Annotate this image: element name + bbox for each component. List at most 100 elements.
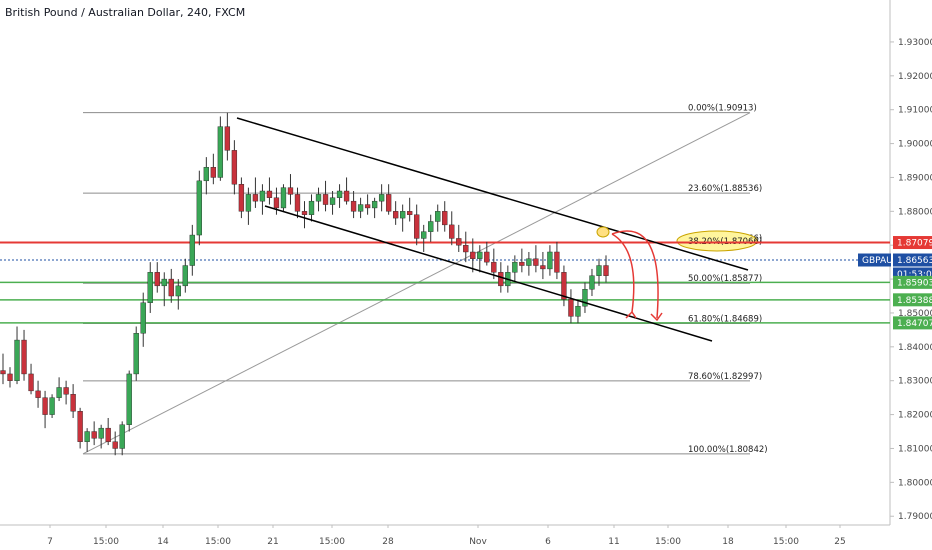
candle [224, 112, 231, 161]
candle [133, 326, 139, 381]
candle [77, 407, 83, 449]
candle-body-up [245, 194, 252, 212]
candle-body-down [484, 251, 490, 263]
projection-arrow-1[interactable] [611, 233, 635, 313]
candle [596, 258, 602, 286]
candle-body-up [435, 211, 441, 222]
price-tick-label: 1.88000 [898, 207, 932, 217]
projection-arrow-2[interactable] [611, 230, 659, 319]
candle [414, 204, 420, 246]
candle [196, 170, 202, 246]
candle [477, 245, 483, 273]
candle-body-down [224, 126, 231, 151]
candle-body-up [203, 167, 209, 182]
candle [491, 248, 497, 280]
candle [400, 204, 406, 232]
candle-body-down [463, 245, 469, 253]
candle [63, 380, 69, 405]
candle-body-down [540, 265, 546, 270]
candle-body-down [42, 397, 48, 415]
candle [42, 390, 48, 429]
candle [554, 241, 560, 280]
price-tag-label: 1.87079 [897, 239, 932, 249]
candle [126, 370, 132, 432]
candle-body-down [414, 214, 420, 239]
candle-body-up [126, 373, 132, 425]
candle-body-up [259, 190, 266, 202]
candle [603, 255, 609, 283]
candle [568, 289, 574, 324]
candle-body-up [84, 431, 90, 442]
candle [357, 197, 364, 219]
channel-upper-line[interactable] [236, 117, 749, 271]
candle-body-down [70, 394, 76, 412]
time-tick-label: 21 [267, 537, 278, 547]
price-tag: 1.85388 [893, 293, 932, 307]
candle [301, 201, 308, 229]
candle [49, 394, 55, 418]
candle-body-up [189, 234, 195, 266]
time-axis[interactable]: 7 15:00 14 15:00 21 15:00 28 Nov 6 11 15:00 18 15:00… [47, 525, 846, 547]
candle-body-up [596, 265, 602, 276]
candle [189, 224, 195, 276]
price-tick-label: 1.81000 [898, 444, 932, 454]
price-tag: 1.84707 [893, 316, 932, 330]
candle-body-down [533, 258, 539, 266]
time-tick-label: 25 [834, 537, 845, 547]
price-tag: 1.85903 [893, 275, 932, 289]
candle-body-up [175, 285, 181, 297]
candle-body-down [238, 184, 245, 212]
candle [385, 184, 392, 215]
candle [540, 251, 546, 280]
fib-trend-line[interactable] [82, 112, 751, 455]
candle [371, 197, 378, 219]
time-tick-label: 15:00 [773, 537, 799, 547]
price-tag-bg [858, 253, 891, 267]
price-axis[interactable]: 1.93000 1.92000 1.91000 1.90000 1.89000 1.880… [0, 0, 932, 526]
price-tick-label: 1.80000 [898, 478, 932, 488]
touch-point-marker[interactable] [596, 226, 610, 238]
candle [105, 417, 111, 446]
candle-body-down [561, 272, 567, 300]
candle [364, 194, 371, 215]
time-tick-label: 11 [608, 537, 619, 547]
price-tag-label: 1.84707 [897, 319, 932, 329]
candle [547, 245, 553, 276]
candle [175, 279, 181, 310]
candle [252, 177, 259, 208]
candle-body-down [442, 211, 448, 226]
projection-arrowhead-2 [650, 312, 663, 322]
candle [35, 380, 41, 408]
candle-body-down [392, 211, 399, 219]
price-tag-bg [893, 275, 932, 289]
fib-level-label: 61.80%(1.84689) [688, 314, 762, 324]
candle-body-up [161, 278, 167, 287]
channel-lower-line[interactable] [264, 205, 713, 342]
time-tick-label: 15:00 [93, 537, 119, 547]
candle [21, 329, 27, 381]
price-tick-label: 1.92000 [898, 72, 932, 82]
candle [161, 272, 167, 307]
candle-body-up [400, 211, 406, 219]
candle-body-down [91, 431, 97, 439]
drawings[interactable] [236, 117, 749, 342]
candle-body-down [491, 261, 497, 273]
candle [484, 241, 490, 266]
time-tick-label: 7 [47, 537, 53, 547]
time-tick-label: 18 [722, 537, 734, 547]
candle-body-down [266, 190, 273, 198]
price-tag-label: 1.85388 [897, 296, 932, 306]
fib-highlight-ellipse[interactable] [676, 230, 758, 252]
chart-title: British Pound / Australian Dollar, 240, … [5, 6, 246, 19]
candle [407, 197, 413, 222]
candle-body-down [28, 373, 34, 392]
candles [0, 112, 609, 456]
candle [182, 258, 188, 293]
candle [168, 268, 174, 303]
candle-body-up [336, 190, 343, 198]
horizontal-levels[interactable] [0, 241, 890, 324]
candle-body-down [603, 265, 609, 276]
candle-body-down [350, 200, 357, 212]
candle [147, 262, 153, 313]
